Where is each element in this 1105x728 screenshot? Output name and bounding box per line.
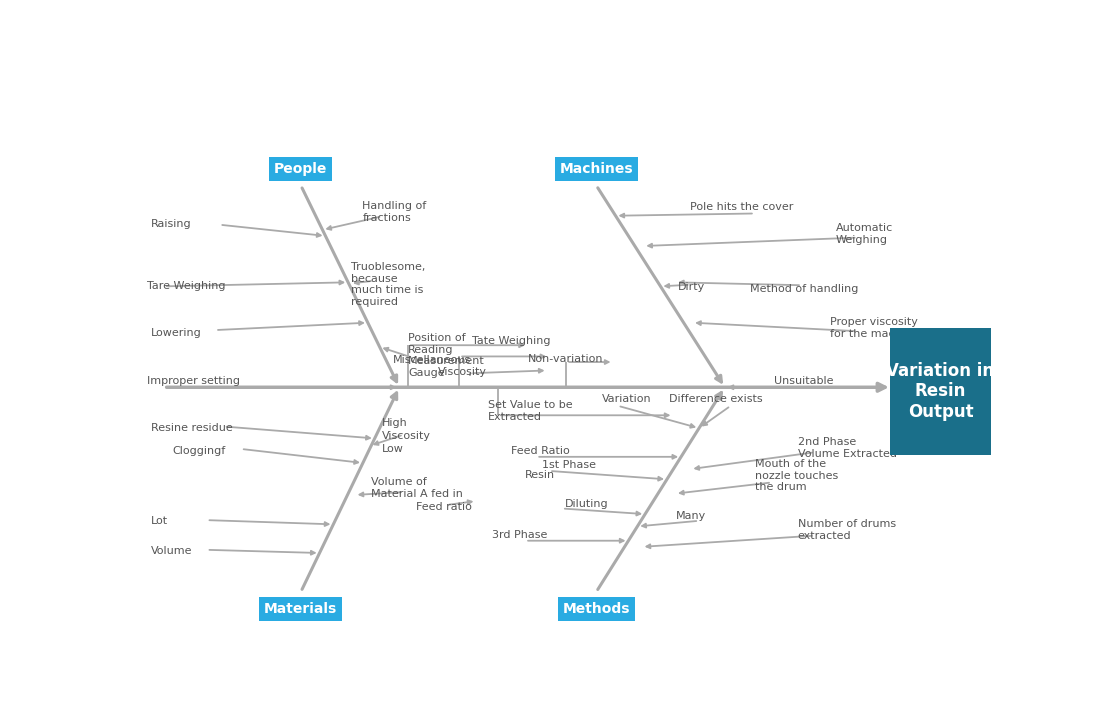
Text: Resin: Resin	[525, 470, 556, 480]
Text: Cloggingf: Cloggingf	[172, 446, 225, 456]
Text: 3rd Phase: 3rd Phase	[492, 530, 547, 540]
Text: Machines: Machines	[559, 162, 633, 175]
Text: Method of handling: Method of handling	[750, 284, 859, 294]
Text: Raising: Raising	[151, 219, 191, 229]
Text: Tate Weighing: Tate Weighing	[472, 336, 550, 346]
Text: Lowering: Lowering	[151, 328, 202, 338]
Text: Variation: Variation	[601, 394, 651, 404]
Text: Viscosity: Viscosity	[438, 367, 487, 376]
Text: Number of drums
extracted: Number of drums extracted	[798, 519, 896, 541]
Text: Diluting: Diluting	[565, 499, 608, 509]
Text: Pole hits the cover: Pole hits the cover	[691, 202, 793, 213]
Text: Truoblesome,
because
much time is
required: Truoblesome, because much time is requir…	[350, 262, 425, 307]
Text: Low: Low	[382, 443, 404, 454]
Text: Non-variation: Non-variation	[528, 355, 603, 364]
Text: People: People	[274, 162, 327, 175]
Text: High: High	[382, 419, 408, 428]
Text: Mouth of the
nozzle touches
the drum: Mouth of the nozzle touches the drum	[755, 459, 838, 492]
Text: Tare Weighing: Tare Weighing	[147, 281, 225, 290]
Text: Unsuitable: Unsuitable	[774, 376, 833, 386]
Text: 1st Phase: 1st Phase	[543, 460, 597, 470]
Text: Variation in
Resin
Output: Variation in Resin Output	[886, 362, 994, 422]
FancyBboxPatch shape	[890, 328, 991, 454]
Text: Dirty: Dirty	[677, 282, 705, 292]
Text: Many: Many	[676, 511, 706, 521]
Text: Difference exists: Difference exists	[670, 394, 762, 404]
Text: Resine residue: Resine residue	[151, 423, 233, 432]
Text: Volume: Volume	[151, 546, 192, 556]
Text: Materials: Materials	[264, 601, 337, 616]
Text: Feed Ratio: Feed Ratio	[511, 446, 569, 456]
Text: Viscosity: Viscosity	[382, 431, 431, 441]
Text: Feed ratio: Feed ratio	[417, 502, 472, 512]
Text: Improper setting: Improper setting	[147, 376, 240, 386]
Text: Methods: Methods	[562, 601, 630, 616]
Text: Lot: Lot	[151, 516, 168, 526]
Text: 2nd Phase
Volume Extracted: 2nd Phase Volume Extracted	[798, 437, 896, 459]
Text: Handling of
fractions: Handling of fractions	[362, 201, 427, 223]
Text: Volume of
Material A fed in: Volume of Material A fed in	[371, 478, 463, 499]
Text: Set Value to be
Extracted: Set Value to be Extracted	[487, 400, 572, 422]
Text: Automatic
Weighing: Automatic Weighing	[836, 223, 893, 245]
Text: Miscellaneous: Miscellaneous	[393, 355, 472, 365]
Text: Position of
Reading
Measurement
Gauge: Position of Reading Measurement Gauge	[408, 333, 485, 378]
Text: Proper viscosity
for the machine: Proper viscosity for the machine	[830, 317, 919, 339]
